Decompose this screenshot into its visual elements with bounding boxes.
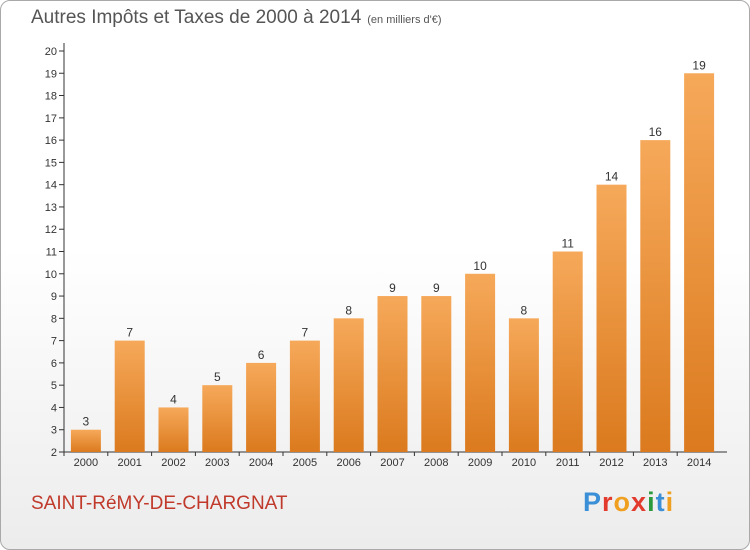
y-tick-label: 17 — [45, 113, 57, 125]
x-tick-label-2001: 2001 — [117, 457, 141, 469]
y-tick-label: 15 — [45, 157, 57, 169]
x-axis: 2000 2001 2002 2003 2004 2005 2006 2007 2008 2009… — [63, 451, 727, 469]
data-label-2006: 8 — [345, 303, 352, 317]
y-tick-label: 10 — [45, 269, 57, 281]
logo-letter: o — [613, 487, 632, 517]
data-label-2003: 5 — [214, 370, 221, 384]
x-tick-label-2010: 2010 — [512, 457, 536, 469]
bar-2012 — [596, 184, 627, 452]
y-tick-label: 4 — [51, 402, 57, 414]
data-label-2011: 11 — [561, 237, 574, 251]
data-label-2014: 19 — [692, 58, 706, 72]
bar-2001 — [114, 340, 145, 452]
data-label-2001: 7 — [126, 326, 133, 340]
x-tick-label-2003: 2003 — [205, 457, 229, 469]
title-main: Autres Impôts et Taxes de 2000 à 2014 — [31, 7, 362, 28]
x-tick-label-2012: 2012 — [599, 457, 623, 469]
data-label-2005: 7 — [302, 326, 309, 340]
logo-letter: t — [655, 487, 666, 517]
data-label-2002: 4 — [170, 392, 177, 406]
y-tick-label: 7 — [51, 336, 57, 348]
data-label-2013: 16 — [649, 125, 663, 139]
bar-2000 — [70, 429, 101, 452]
x-tick-label-2013: 2013 — [643, 457, 667, 469]
x-tick-label-2000: 2000 — [74, 457, 98, 469]
y-tick-label: 14 — [45, 180, 57, 192]
x-tick-label-2002: 2002 — [161, 457, 185, 469]
x-tick-label-2004: 2004 — [249, 457, 273, 469]
commune-name: SAINT-RéMY-DE-CHARGNAT — [31, 493, 288, 514]
bar-2006 — [333, 318, 364, 452]
logo-letter: P — [583, 487, 603, 517]
x-tick-label-2011: 2011 — [556, 457, 580, 469]
x-tick-label-2014: 2014 — [687, 457, 711, 469]
x-tick-label-2006: 2006 — [336, 457, 360, 469]
bar-2009 — [465, 273, 496, 452]
bar-2007 — [377, 296, 408, 452]
logo-letter: x — [631, 487, 648, 517]
y-tick-label: 8 — [51, 313, 57, 325]
data-label-2004: 6 — [258, 348, 265, 362]
y-tick-label: 20 — [45, 46, 57, 58]
x-tick-label-2008: 2008 — [424, 457, 448, 469]
x-tick-label-2005: 2005 — [293, 457, 317, 469]
logo-letter: i — [647, 487, 656, 517]
bar-2008 — [421, 296, 452, 452]
data-label-2008: 9 — [433, 281, 440, 295]
y-tick-label: 6 — [51, 358, 57, 370]
data-label-2010: 8 — [521, 303, 528, 317]
logo-letter: i — [665, 487, 675, 517]
y-tick-label: 12 — [45, 224, 57, 236]
bar-2010 — [508, 318, 539, 452]
chart-title: Autres Impôts et Taxes de 2000 à 2014 (en… — [31, 7, 442, 29]
y-tick-label: 13 — [45, 202, 57, 214]
bar-2002 — [158, 407, 189, 452]
data-label-2007: 9 — [389, 281, 396, 295]
data-label-2009: 10 — [473, 259, 487, 273]
y-tick-label: 9 — [51, 291, 57, 303]
bar-2011 — [552, 251, 583, 452]
data-label-2000: 3 — [83, 415, 90, 429]
logo-letter: r — [602, 487, 614, 517]
bar-2014 — [684, 73, 715, 453]
x-tick-label-2007: 2007 — [380, 457, 404, 469]
bar-2013 — [640, 140, 671, 452]
y-tick-label: 3 — [51, 425, 57, 437]
y-axis: 2 3 4 5 6 7 8 9 10 11 12 13 14 15 16 17 18 19 20 — [45, 43, 65, 459]
title-unit: (en milliers d'€) — [367, 14, 442, 26]
proxiti-logo[interactable]: Proxiti — [583, 487, 674, 518]
y-tick-label: 16 — [45, 135, 57, 147]
x-tick-label-2009: 2009 — [468, 457, 492, 469]
bar-2003 — [202, 385, 233, 452]
data-label-2012: 14 — [605, 170, 619, 184]
bar-2005 — [289, 340, 320, 452]
y-tick-label: 5 — [51, 380, 57, 392]
y-tick-label: 19 — [45, 68, 57, 80]
y-tick-label: 2 — [51, 447, 57, 459]
y-tick-label: 11 — [46, 247, 57, 259]
y-tick-label: 18 — [45, 91, 57, 103]
bar-2004 — [246, 362, 277, 452]
bars: 3 7 4 5 6 7 8 9 9 10 8 11 14 16 19 — [70, 58, 715, 453]
